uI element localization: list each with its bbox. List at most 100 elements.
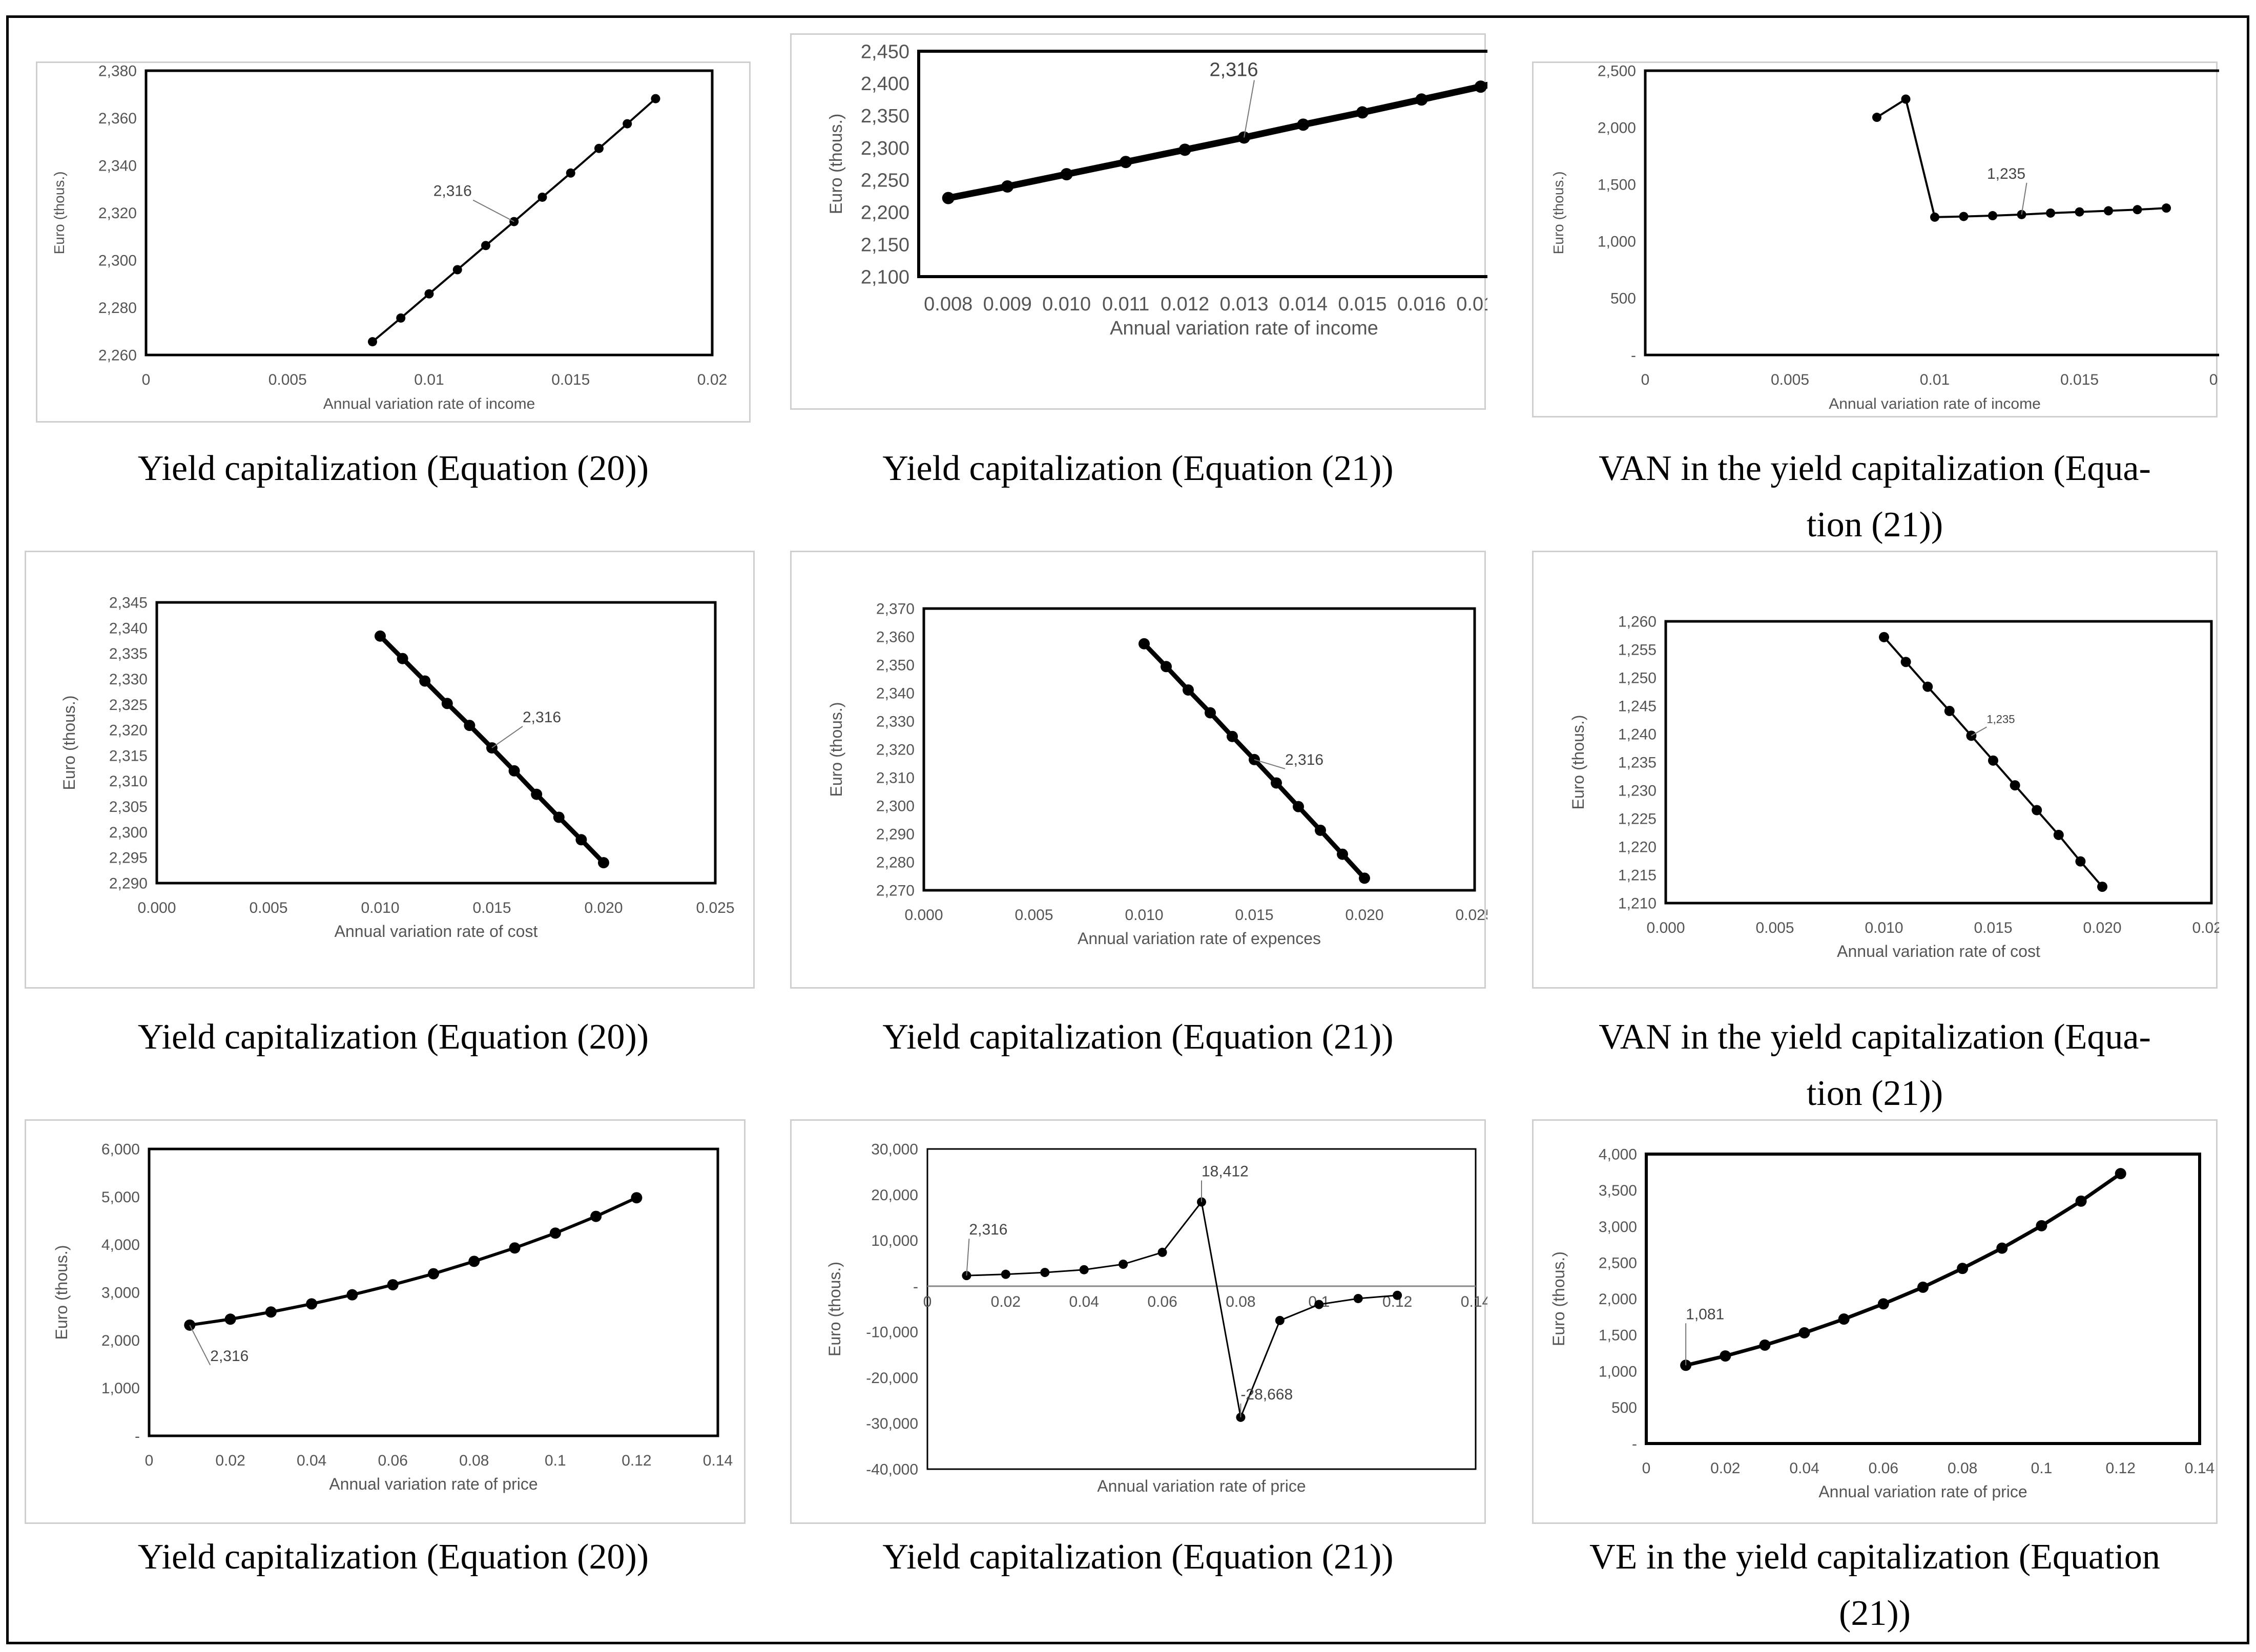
data-point: [486, 742, 498, 754]
data-point: [1157, 1247, 1167, 1257]
data-point: [2075, 1195, 2087, 1207]
data-point: [1238, 131, 1250, 144]
x-tick-label: 0.14: [1461, 1293, 1487, 1310]
y-tick-label: 2,345: [109, 595, 148, 612]
x-tick-label: 0.010: [361, 900, 399, 916]
y-tick-label: -10,000: [866, 1324, 918, 1341]
chart-panel-3: - 500 1,000 1,500 2,000 2,500 0 0.005 0.01 0.015 0…: [1532, 61, 2219, 417]
x-tick-label: 0: [1641, 371, 1650, 388]
x-tick-label: 0.06: [1147, 1293, 1177, 1310]
chart-panel-4: 2,290 2,295 2,300 2,305 2,310 2,315 2,320 2,325…: [25, 551, 755, 989]
data-point: [1988, 211, 1997, 221]
data-point: [2032, 805, 2042, 815]
y-tick-label: 2,360: [98, 110, 137, 127]
y-tick-label: -: [135, 1428, 140, 1445]
data-point: [1720, 1350, 1731, 1362]
data-point: [1944, 705, 1955, 716]
x-axis-label: Annual variation rate of income: [1110, 318, 1378, 339]
x-tick-label: 0.015: [472, 900, 511, 916]
data-point: [2104, 206, 2113, 216]
data-point: [1838, 1313, 1850, 1325]
y-tick-label: 2,370: [876, 601, 915, 618]
x-tick-label: 0.02: [697, 371, 727, 388]
y-tick-label: 1,250: [1618, 670, 1657, 687]
data-label: 2,316: [1209, 59, 1258, 80]
x-tick-label: 0.005: [249, 900, 287, 916]
data-label: 2,316: [210, 1348, 249, 1365]
data-point: [375, 630, 386, 642]
data-point: [1119, 1260, 1128, 1269]
plot-frame: [1664, 620, 2213, 905]
x-tick-label: 0.010: [1125, 907, 1163, 924]
y-tick-label: 2,450: [861, 41, 909, 62]
y-tick-label: 2,330: [109, 671, 148, 688]
data-point: [1060, 168, 1073, 181]
y-tick-label: 5,000: [101, 1189, 140, 1206]
series-line: [966, 1201, 1398, 1418]
data-point: [1996, 1242, 2008, 1254]
y-tick-label: -: [1632, 1436, 1637, 1453]
y-tick-label: 2,400: [861, 73, 909, 95]
data-point: [2075, 207, 2084, 217]
y-tick-label: 2,310: [876, 770, 915, 787]
y-axis-label: Euro (thous.): [1549, 1251, 1568, 1346]
x-tick-label: 0.08: [1226, 1293, 1255, 1310]
data-point: [419, 675, 431, 687]
x-tick-label: 0.015: [551, 371, 590, 388]
data-label: 2,316: [433, 183, 472, 200]
x-axis-label: Annual variation rate of price: [1097, 1477, 1306, 1495]
data-point: [1178, 143, 1191, 156]
x-tick-label: 0.009: [983, 294, 1032, 315]
y-axis-label: Euro (thous.): [827, 702, 845, 797]
data-point: [1356, 106, 1369, 119]
y-tick-label: 3,500: [1599, 1182, 1637, 1199]
x-tick-label: 0: [142, 371, 151, 388]
y-tick-label: 1,210: [1618, 895, 1657, 912]
chart-panel-8: -40,000 -30,000 -20,000 -10,000-10,000 20,00…: [790, 1119, 1487, 1524]
data-point: [1001, 180, 1014, 193]
data-label: 2,316: [523, 709, 561, 726]
data-point: [509, 1242, 521, 1254]
y-tick-label: 2,280: [876, 854, 915, 871]
y-tick-label: -: [913, 1278, 918, 1295]
annotation-leader: [491, 726, 523, 748]
y-tick-label: 2,325: [109, 697, 148, 714]
y-tick-label: 2,300: [861, 138, 909, 159]
data-point: [1227, 730, 1238, 742]
plot-frame: [144, 69, 714, 357]
data-label: 2,316: [1285, 751, 1323, 768]
series-line: [947, 81, 1487, 202]
y-tick-label: 2,000: [101, 1332, 140, 1349]
y-tick-label: 2,260: [98, 347, 137, 364]
data-point: [1966, 730, 1977, 741]
series-line: [1685, 1172, 2122, 1367]
data-point: [1197, 1197, 1206, 1207]
x-tick-label: 0.020: [2083, 919, 2121, 936]
data-point: [1879, 632, 1889, 642]
data-point: [441, 698, 453, 709]
series-line: [1876, 98, 2167, 218]
annotation-leader: [2021, 182, 2027, 215]
data-point: [2053, 829, 2064, 840]
y-tick-label: -30,000: [866, 1415, 918, 1432]
data-point: [2162, 203, 2171, 213]
y-tick-label: 2,290: [109, 875, 148, 892]
data-label: 1,235: [1987, 165, 2025, 182]
x-tick-label: 0.000: [137, 900, 176, 916]
chart-caption-6: VAN in the yield capitalization (Equa- t…: [1599, 1017, 2151, 1113]
y-tick-label: -: [1631, 347, 1636, 364]
y-axis-label: Euro (thous.): [826, 114, 846, 215]
y-tick-label: 2,340: [98, 158, 137, 175]
x-tick-label: 0.005: [1015, 907, 1053, 924]
y-axis-label: Euro (thous.): [825, 1262, 844, 1356]
y-tick-label: -40,000: [866, 1461, 918, 1478]
x-tick-label: 0.005: [268, 371, 307, 388]
x-tick-label: 0.015: [2060, 371, 2099, 388]
y-tick-label: 2,350: [861, 106, 909, 127]
chart-caption-7: Yield capitalization (Equation (20)): [137, 1537, 649, 1577]
chart-panel-1: 2,260 2,280 2,300 2,320 2,340 2,360 2,380 0 0.00…: [36, 61, 751, 423]
x-tick-label: 0.01: [414, 371, 444, 388]
x-tick-label: 0.01: [1920, 371, 1950, 388]
data-point: [1359, 872, 1370, 884]
y-tick-label: 2,320: [876, 742, 915, 759]
